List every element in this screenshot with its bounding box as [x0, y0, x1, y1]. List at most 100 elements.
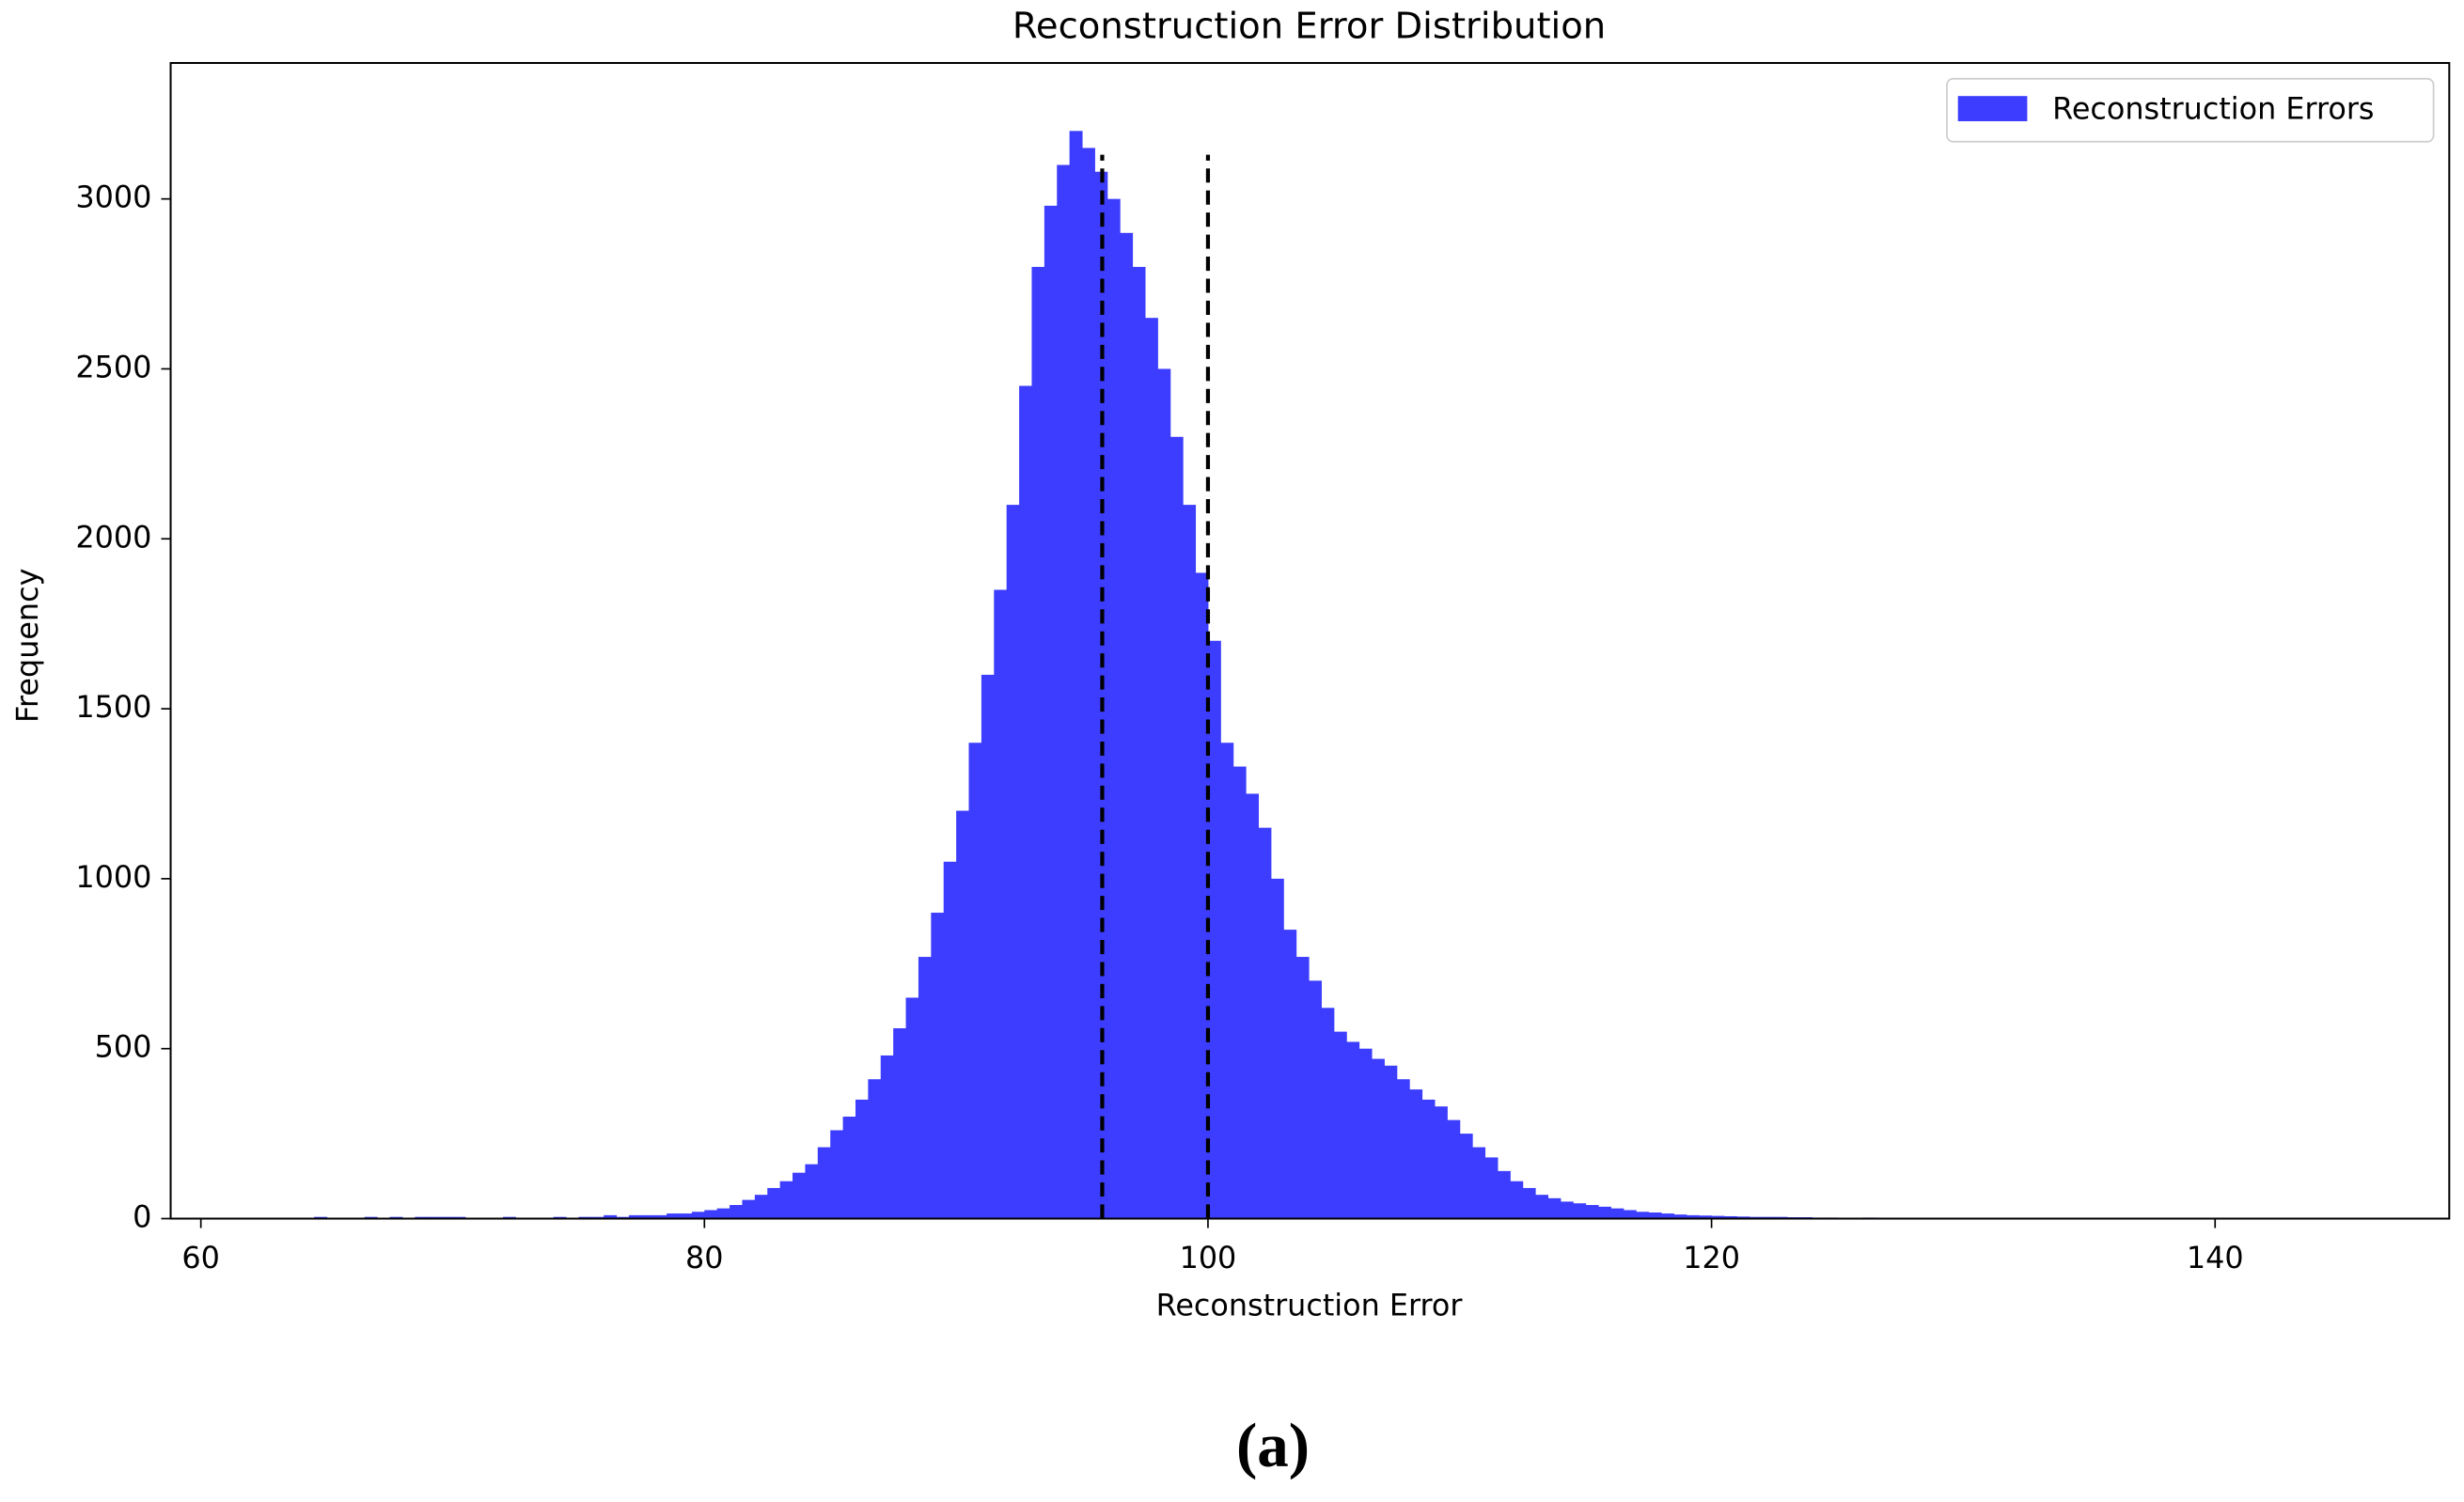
bar — [1459, 1134, 1473, 1219]
bar — [931, 913, 945, 1219]
bar — [855, 1099, 869, 1219]
bar — [1623, 1210, 1637, 1219]
bar — [842, 1117, 856, 1219]
y-tick-label: 3000 — [75, 180, 151, 215]
x-tick-label: 100 — [1180, 1240, 1237, 1275]
bar — [1082, 148, 1095, 1219]
plot-area — [314, 131, 2015, 1219]
bar — [817, 1147, 831, 1219]
bar — [604, 1214, 618, 1219]
bar — [1434, 1106, 1448, 1219]
bar — [742, 1199, 756, 1219]
bar — [704, 1210, 718, 1219]
bar — [1120, 232, 1134, 1219]
bar — [641, 1214, 655, 1219]
x-tick-label: 140 — [2187, 1240, 2244, 1275]
bar — [1019, 385, 1032, 1219]
bar — [716, 1208, 730, 1219]
bar — [1648, 1212, 1662, 1219]
bar — [918, 957, 932, 1219]
bar — [653, 1214, 667, 1219]
bar — [1585, 1205, 1599, 1219]
bar — [1283, 930, 1297, 1219]
x-tick-label: 80 — [685, 1240, 723, 1275]
bar — [1333, 1031, 1347, 1219]
bar — [779, 1181, 793, 1219]
y-tick-label: 2500 — [75, 349, 151, 384]
bar — [1144, 318, 1158, 1219]
bar — [968, 743, 982, 1219]
y-tick-label: 1500 — [75, 689, 151, 725]
legend-patch — [1957, 96, 2028, 121]
bar — [1044, 205, 1058, 1219]
bar — [994, 589, 1008, 1219]
bar — [1522, 1187, 1536, 1219]
bar — [1661, 1213, 1674, 1219]
bar — [880, 1055, 894, 1219]
bar — [1573, 1203, 1587, 1219]
bar — [1372, 1058, 1385, 1219]
bar — [1560, 1201, 1574, 1219]
bar — [943, 861, 957, 1219]
bar — [1321, 1008, 1335, 1219]
bar — [905, 997, 919, 1219]
bar — [1723, 1215, 1737, 1219]
bar — [1421, 1099, 1436, 1219]
bar — [1031, 266, 1045, 1219]
bar — [1270, 878, 1284, 1219]
bar — [628, 1214, 642, 1219]
bar — [1169, 436, 1184, 1219]
bar — [667, 1213, 681, 1219]
bar — [1069, 131, 1083, 1219]
bar — [1699, 1215, 1713, 1219]
bar — [793, 1172, 806, 1219]
bar — [830, 1130, 844, 1219]
bar — [679, 1213, 693, 1219]
bar — [1636, 1212, 1650, 1219]
bar — [1106, 198, 1121, 1219]
bar — [956, 810, 970, 1219]
bar — [1711, 1215, 1725, 1219]
bar — [1484, 1157, 1499, 1219]
bar — [1246, 793, 1260, 1219]
bar — [1447, 1119, 1461, 1219]
legend-label: Reconstruction Errors — [2052, 90, 2374, 126]
legend-box — [1946, 77, 2435, 143]
bar — [730, 1205, 743, 1219]
bar — [805, 1164, 819, 1219]
bar — [868, 1079, 882, 1219]
bar — [1358, 1048, 1373, 1219]
bar — [1183, 505, 1197, 1219]
x-tick-label: 60 — [181, 1240, 219, 1275]
bar — [1207, 640, 1221, 1219]
bar — [1547, 1197, 1562, 1219]
y-tick-label: 2000 — [75, 519, 151, 555]
x-axis-label: Reconstruction Error — [1156, 1287, 1464, 1322]
bar — [1258, 827, 1272, 1219]
bar — [1535, 1195, 1549, 1219]
bar — [754, 1195, 768, 1219]
bar — [691, 1212, 705, 1219]
bar — [1309, 980, 1322, 1219]
bar — [1232, 766, 1247, 1219]
bar — [1346, 1041, 1360, 1219]
plot-frame — [169, 61, 2451, 1220]
bar — [1006, 505, 1020, 1219]
y-axis-label: Frequency — [9, 569, 45, 723]
y-tick-label: 0 — [133, 1198, 151, 1234]
bar — [1057, 164, 1071, 1219]
bar — [1295, 957, 1310, 1219]
caption: (a) — [1236, 1411, 1310, 1480]
legend: Reconstruction Errors — [1946, 77, 2435, 143]
bar — [1686, 1214, 1700, 1219]
bar — [1598, 1206, 1611, 1219]
bar — [981, 674, 995, 1219]
chart-title: Reconstruction Error Distribution — [1012, 6, 1606, 48]
bar — [1673, 1214, 1687, 1219]
bar — [1396, 1079, 1410, 1219]
bar — [1610, 1208, 1624, 1219]
bar — [893, 1027, 907, 1219]
bar — [1195, 572, 1209, 1219]
